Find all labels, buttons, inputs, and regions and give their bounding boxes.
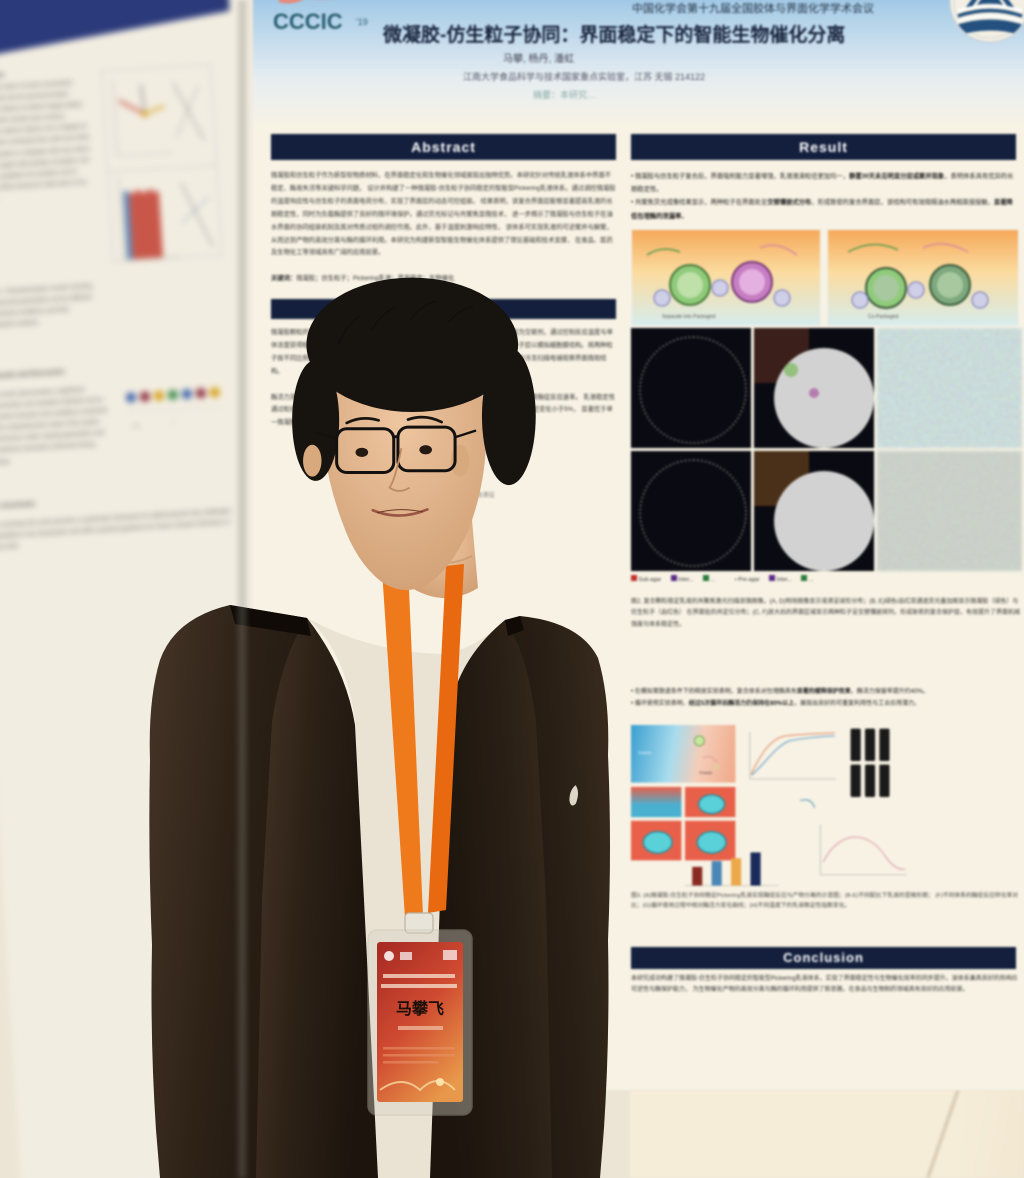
svg-text:马攀飞: 马攀飞 [396,999,444,1018]
